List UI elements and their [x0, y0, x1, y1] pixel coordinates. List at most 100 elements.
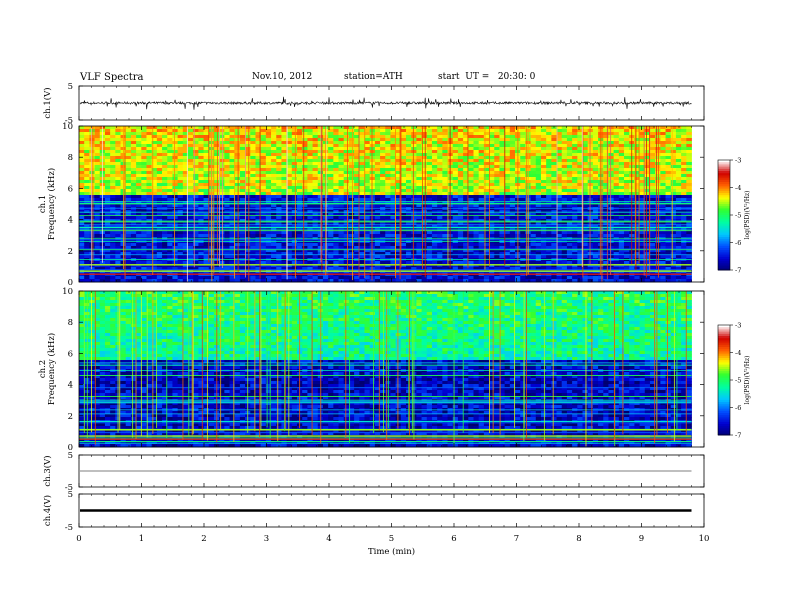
ch1-spectrogram-cell [561, 246, 568, 250]
ch1-spectrogram-cell [406, 189, 412, 193]
ch1-spectrogram-cell [374, 144, 381, 148]
ch1-spectrogram-cell [655, 243, 661, 247]
ch1-spectrogram-cell [478, 246, 485, 250]
ch1-spectrogram-cell [79, 150, 85, 154]
ch1-spectrogram-cell [582, 162, 589, 166]
ch1-spectrogram-cell [312, 237, 319, 241]
ch1-spectrogram-cell [297, 126, 303, 130]
ch1-spectrogram-cell [265, 183, 272, 187]
ch1-spectrogram-cell [411, 207, 417, 211]
ch1-spectrogram-cell [250, 189, 256, 193]
ch1-spectrogram-cell [229, 135, 236, 139]
ch1-spectrogram-cell [213, 138, 220, 142]
ch1-spectrogram-cell [499, 129, 506, 133]
ch1-spectrogram-cell [463, 165, 469, 169]
ch1-spectrogram-cell [203, 186, 210, 190]
ch1-spectrogram-cell [478, 237, 485, 241]
ch1-spectrogram-cell [203, 162, 210, 166]
ch1-spectrogram-cell [395, 144, 402, 148]
ch1-spectrogram-cell [364, 144, 371, 148]
ch1-spectrogram-cell [556, 153, 563, 157]
ch1-spectrogram-cell [509, 165, 516, 169]
ch1-spectrogram-cell [369, 192, 376, 196]
ch1-spectrogram-cell [655, 171, 661, 175]
ch1-spectrogram-cell [385, 180, 391, 184]
ch1-spectrogram-cell [499, 141, 506, 145]
ch1-spectrogram-cell [203, 138, 210, 142]
ch1-spectrogram-cell [613, 234, 620, 238]
ch1-spectrogram-cell [582, 195, 589, 199]
ch1-spectrogram-cell [561, 183, 568, 187]
ch1-spectrogram-cell [463, 207, 469, 211]
ch1-spectrogram-cell [390, 189, 397, 193]
ch1-spectrogram-cell [333, 222, 339, 226]
ch1-spectrogram-cell [385, 186, 391, 190]
ch1-spectrogram-cell [494, 216, 500, 220]
ch1-spectrogram-cell [374, 135, 381, 139]
ch1-spectrogram-cell [198, 132, 204, 136]
ch1-spectrogram-cell [364, 207, 371, 211]
ch1-spectrogram-cell [400, 234, 407, 238]
ch1-spectrogram-cell [271, 162, 277, 166]
ch1-spectrogram-cell [380, 246, 386, 250]
ch1-spectrogram-cell [540, 207, 547, 211]
ch1-spectrogram-cell [473, 222, 480, 226]
ch1-spectrogram-cell [115, 216, 121, 220]
ch1-spectrogram-cell [291, 156, 298, 160]
ch1-spectrogram-cell [426, 246, 433, 250]
ch1-spectrogram-cell [592, 183, 599, 187]
ch1-spectrogram-cell [608, 183, 615, 187]
ch1-spectrogram-cell [255, 129, 262, 133]
ch1-spectrogram-cell [468, 156, 474, 160]
ch1-spectrogram-cell [79, 237, 85, 241]
ch1-spectrogram-cell [125, 192, 132, 196]
ch1-spectrogram-cell [603, 180, 609, 184]
ch1-spectrogram-cell [234, 249, 241, 253]
ch1-spectrogram-cell [483, 129, 490, 133]
ch1-spectrogram-cell [265, 237, 272, 241]
ch1-spectrogram-cell [608, 147, 615, 151]
ch1-spectrogram-cell [291, 231, 298, 235]
ch1-spectrogram-cell [457, 237, 464, 241]
ch1-spectrogram-cell [151, 183, 158, 187]
ch1-spectrogram-cell [364, 231, 371, 235]
ch1-spectrogram-cell [224, 192, 230, 196]
ch1-spectrogram-cell [530, 171, 537, 175]
ch1-spectrogram-cell [245, 156, 251, 160]
ch1-spectrogram-cell [229, 237, 236, 241]
ch1-spectrogram-cell [239, 132, 246, 136]
ch1-spectrogram-cell [556, 147, 563, 151]
ch1-spectrogram-cell [639, 243, 646, 247]
ch1-spectrogram-cell [665, 129, 672, 133]
ch1-spectrogram-cell [587, 222, 594, 226]
ch1-spectrogram-cell [94, 171, 101, 175]
ch1-spectrogram-cell [582, 216, 589, 220]
ch1-spectrogram-cell [395, 156, 402, 160]
ch1-spectrogram-cell [442, 192, 448, 196]
ch1-spectrogram-cell [255, 192, 262, 196]
ch1-spectrogram-cell [172, 207, 179, 211]
ch1-spectrogram-cell [634, 243, 640, 247]
ch1-spectrogram-cell [297, 222, 303, 226]
ch1-spectrogram-cell [343, 141, 350, 145]
ch1-spectrogram-cell [162, 231, 168, 235]
ch1-spectrogram-cell [224, 198, 230, 202]
ch1-spectrogram-cell [130, 180, 137, 184]
ch1-spectrogram-cell [582, 231, 589, 235]
ch1-spectrogram-cell [188, 138, 194, 142]
ch1-spectrogram-cell [473, 243, 480, 247]
ch1-spectrogram-cell [478, 159, 485, 163]
ch1-spectrogram-cell [167, 225, 173, 229]
ch1-spectrogram-cell [483, 216, 490, 220]
ch1-spectrogram-cell [193, 210, 199, 214]
ch1-spectrogram-cell [359, 174, 365, 178]
ch1-spectrogram-cell [660, 135, 666, 139]
ch1-spectrogram-cell [509, 210, 516, 214]
ch1-spectrogram-cell [146, 243, 153, 247]
ch1-spectrogram-cell [271, 156, 277, 160]
ch1-spectrogram-cell [369, 150, 376, 154]
ch1-spectrogram-cell [167, 210, 173, 214]
ch1-spectrogram-cell [598, 192, 604, 196]
ch1-spectrogram-cell [198, 138, 204, 142]
ch1-spectrogram-cell [546, 171, 552, 175]
